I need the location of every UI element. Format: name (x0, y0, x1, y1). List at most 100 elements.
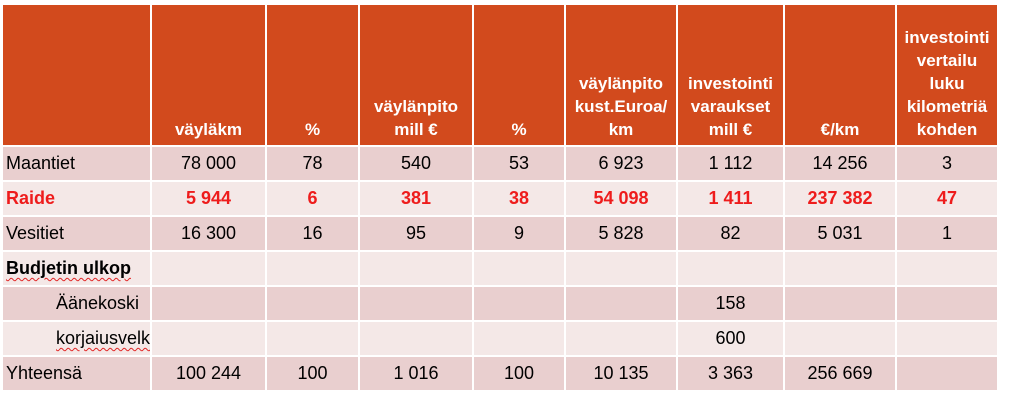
table-cell (897, 287, 997, 322)
table-cell: 5 944 (152, 182, 267, 217)
table-cell (566, 287, 678, 322)
cell-value: 600 (715, 328, 746, 348)
cell-value: 3 (941, 153, 952, 173)
table-cell (360, 287, 474, 322)
row-label-text: Yhteensä (6, 363, 83, 383)
table-cell (152, 287, 267, 322)
row-label: Budjetin ulkop (3, 252, 152, 287)
table-cell (785, 252, 897, 287)
header-cell-investointi-varaukset: investointi varaukset mill € (678, 5, 785, 147)
cell-value: 38 (508, 188, 530, 208)
cell-value: 47 (936, 188, 958, 208)
cell-value: 82 (720, 223, 741, 243)
cell-value: 10 135 (593, 363, 649, 383)
header-cell-eur-per-km: €/km (785, 5, 897, 147)
table-cell: 38 (474, 182, 566, 217)
cell-value: 5 031 (817, 223, 863, 243)
table-cell: 5 828 (566, 217, 678, 252)
header-cell-label (3, 5, 152, 147)
cell-value: 95 (405, 223, 427, 243)
table-cell: 9 (474, 217, 566, 252)
table-cell: 16 (267, 217, 360, 252)
cell-value: 381 (400, 188, 432, 208)
cell-value: 1 016 (393, 363, 439, 383)
cell-value: 78 000 (180, 153, 237, 173)
table-cell (267, 322, 360, 357)
cell-value: 100 (503, 363, 535, 383)
row-label: Raide (3, 182, 152, 217)
table-cell: 10 135 (566, 357, 678, 392)
table-cell (474, 252, 566, 287)
table-cell: 6 923 (566, 147, 678, 182)
row-label: Vesitiet (3, 217, 152, 252)
cell-value: 16 (302, 223, 323, 243)
cell-value: 6 923 (598, 153, 644, 173)
table-cell: 1 112 (678, 147, 785, 182)
row-label-text: korjaiusvelka (56, 328, 152, 348)
cell-value: 3 363 (707, 363, 754, 383)
table-cell: 78 000 (152, 147, 267, 182)
table-cell: 237 382 (785, 182, 897, 217)
table-cell (360, 252, 474, 287)
header-cell-vaylanpito-per-km: väylänpito kust.Euroa/ km (566, 5, 678, 147)
row-label-text: Maantiet (6, 153, 76, 173)
table-cell (152, 252, 267, 287)
table-cell: 16 300 (152, 217, 267, 252)
table-cell: 256 669 (785, 357, 897, 392)
table-cell (897, 357, 997, 392)
table-cell (474, 287, 566, 322)
cell-value: 53 (508, 153, 530, 173)
table-cell: 1 (897, 217, 997, 252)
table-cell: 95 (360, 217, 474, 252)
row-vesitiet: Vesitiet 16 300 16 95 9 5 828 82 5 031 1 (3, 217, 997, 252)
cell-value: 16 300 (180, 223, 237, 243)
table-cell (566, 322, 678, 357)
cell-value: 5 944 (185, 188, 232, 208)
header-cell-vaylanpito-mill: väylänpito mill € (360, 5, 474, 147)
table-cell: 3 (897, 147, 997, 182)
cell-value: 78 (302, 153, 323, 173)
table-cell: 78 (267, 147, 360, 182)
cell-value: 1 112 (708, 153, 753, 173)
cell-value: 237 382 (807, 188, 873, 208)
header-row: väyläkm % väylänpito mill € % väylänpito… (3, 5, 997, 147)
table-cell (785, 322, 897, 357)
header-cell-percent-km: % (267, 5, 360, 147)
row-yhteensa: Yhteensä 100 244 100 1 016 100 10 135 3 363 256… (3, 357, 997, 392)
cell-value: 1 (941, 223, 952, 243)
cell-value: 14 256 (812, 153, 868, 173)
row-label-text: Raide (6, 188, 56, 208)
row-budjetin-ulkop: Budjetin ulkop (3, 252, 997, 287)
header-cell-percent-vaylanpito: % (474, 5, 566, 147)
row-label: Yhteensä (3, 357, 152, 392)
cell-value: 5 828 (598, 223, 644, 243)
cell-value: 100 (297, 363, 328, 383)
row-aanekoski: Äänekoski 158 (3, 287, 997, 322)
cell-value: 540 (400, 153, 432, 173)
cell-value: 256 669 (807, 363, 873, 383)
row-label-text: Äänekoski (56, 293, 140, 313)
table-cell: 54 098 (566, 182, 678, 217)
row-label-text: Budjetin ulkop (6, 258, 131, 278)
table-cell (152, 322, 267, 357)
cell-value: 54 098 (593, 188, 649, 208)
table-cell: 3 363 (678, 357, 785, 392)
table-cell: 600 (678, 322, 785, 357)
table-cell (897, 322, 997, 357)
table-cell: 5 031 (785, 217, 897, 252)
table-cell: 540 (360, 147, 474, 182)
row-label: Äänekoski (3, 287, 152, 322)
table-cell: 1 016 (360, 357, 474, 392)
table-cell: 158 (678, 287, 785, 322)
cell-value: 100 244 (175, 363, 242, 383)
table-cell (267, 287, 360, 322)
row-korjausvelka: korjaiusvelka 600 (3, 322, 997, 357)
table-cell: 100 (267, 357, 360, 392)
table-cell: 53 (474, 147, 566, 182)
table-cell: 82 (678, 217, 785, 252)
table-cell (474, 322, 566, 357)
row-maantiet: Maantiet 78 000 78 540 53 6 923 1 112 14 256 3 (3, 147, 997, 182)
table-cell (678, 252, 785, 287)
table-cell: 381 (360, 182, 474, 217)
row-label-text: Vesitiet (6, 223, 65, 243)
